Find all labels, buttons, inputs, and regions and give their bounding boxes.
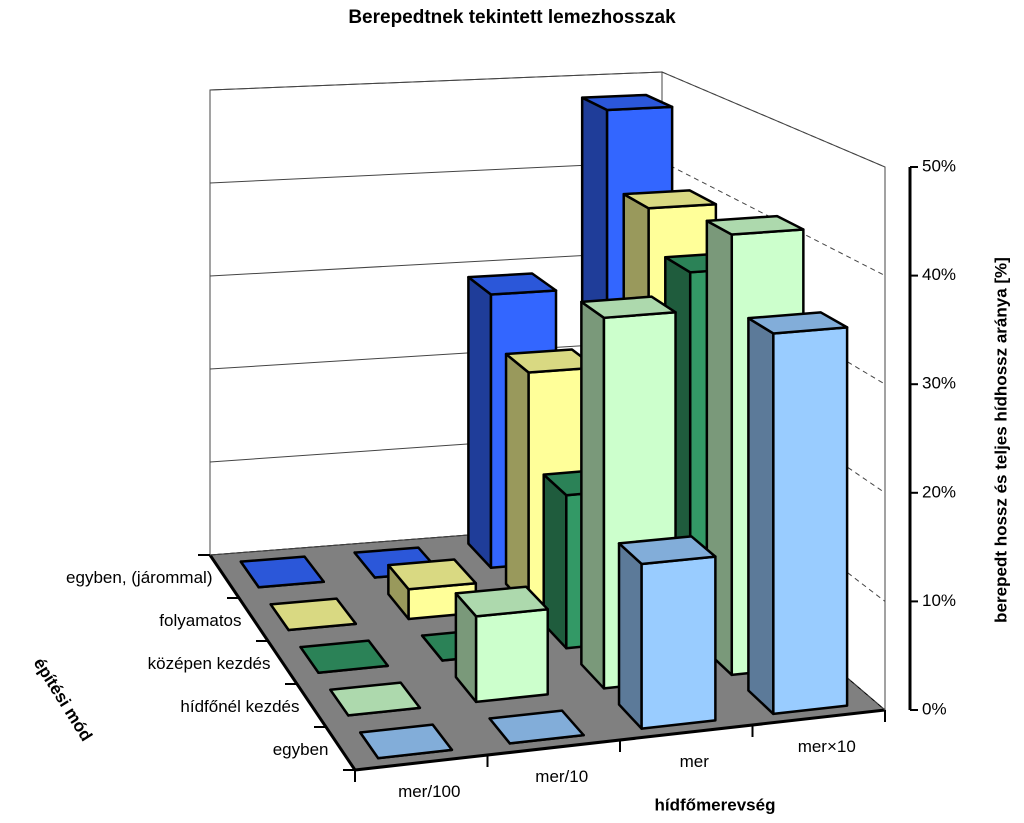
bar-top	[580, 93, 674, 112]
bar-top	[454, 585, 549, 618]
bar-front	[474, 608, 549, 704]
bar-top	[467, 272, 558, 296]
grid-line	[661, 161, 886, 277]
bar-top	[504, 348, 598, 374]
bar-side	[617, 542, 643, 730]
bar-top	[269, 597, 358, 632]
bar-front	[640, 555, 717, 730]
bar	[488, 709, 585, 745]
floor-edge	[208, 554, 357, 771]
bar	[329, 681, 422, 717]
legend-label: egyben	[273, 740, 329, 759]
bar-top	[488, 709, 585, 745]
bar-top	[359, 723, 454, 760]
chart-title: Berepedtnek tekintett lemezhosszak	[348, 7, 676, 28]
grid-line	[661, 71, 886, 168]
bar-side	[747, 316, 775, 716]
legend-label: folyamatos	[159, 611, 241, 630]
x-tick-label: mer×10	[798, 737, 856, 756]
y-tick-label: 0%	[922, 699, 947, 718]
legend-label: hídfőnél kezdés	[180, 697, 299, 716]
bar-top	[580, 295, 677, 320]
grid-line	[209, 71, 663, 91]
bar-top	[747, 311, 849, 335]
bar	[617, 535, 717, 730]
y-axis-title: berepedt hossz és teljes hídhossz aránya…	[991, 257, 1010, 623]
depth-axis-title: építési mód	[30, 654, 96, 744]
x-tick-label: mer	[680, 752, 710, 771]
x-tick-label: mer/100	[398, 782, 460, 801]
x-axis-title: hídfőmerevség	[655, 795, 776, 814]
legend-label: egyben, (járommal)	[66, 568, 212, 587]
bar-side	[504, 352, 530, 610]
bar-top	[705, 214, 805, 236]
bar-top	[329, 681, 422, 717]
bar	[299, 639, 390, 674]
bar-top	[622, 189, 718, 210]
y-tick-label: 30%	[922, 374, 956, 393]
bar-front	[772, 326, 849, 716]
bar-top	[239, 555, 326, 589]
bar-top	[299, 639, 390, 674]
x-tick-label: mer/10	[535, 767, 588, 786]
bar	[454, 585, 549, 704]
bar-top	[387, 558, 478, 591]
y-tick-label: 50%	[922, 156, 956, 175]
bar	[747, 311, 849, 716]
legend-label: középen kezdés	[148, 654, 271, 673]
bar	[239, 555, 326, 589]
y-tick-label: 40%	[922, 265, 956, 284]
y-tick-label: 10%	[922, 591, 956, 610]
bar-side	[467, 275, 493, 570]
bar-side	[580, 300, 606, 690]
bar-top	[617, 535, 717, 566]
bar	[269, 597, 358, 632]
y-tick-label: 20%	[922, 482, 956, 501]
bar	[359, 723, 454, 760]
